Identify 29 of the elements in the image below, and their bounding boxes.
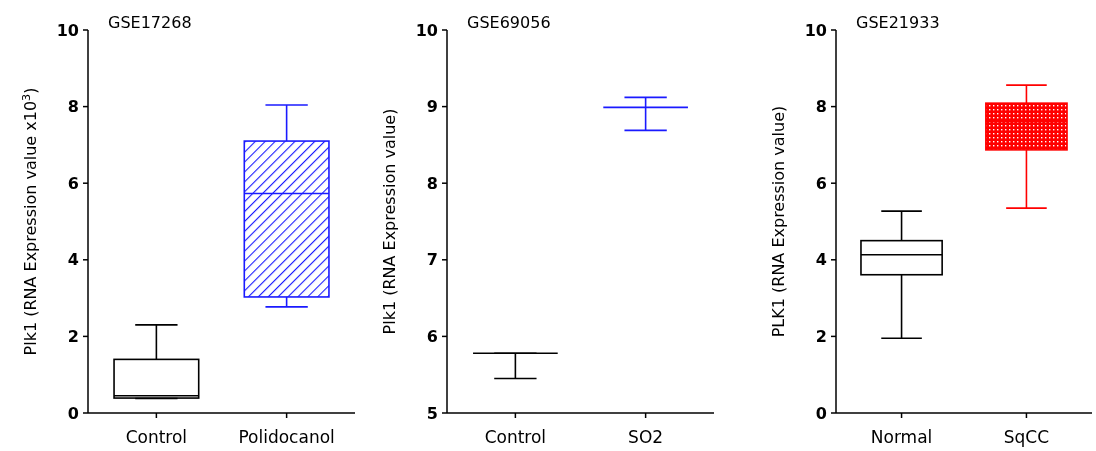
- y-tick-label: 5: [426, 403, 438, 423]
- y-tick-label: 6: [426, 327, 438, 346]
- y-tick-label: 10: [415, 20, 438, 40]
- y-tick-label: 8: [815, 97, 827, 117]
- y-tick-label: 6: [67, 173, 79, 193]
- y-axis-title: PLK1 (RNA Expression value): [769, 105, 788, 338]
- y-tick-label: 2: [815, 327, 827, 346]
- chart-title: GSE21933: [856, 13, 940, 32]
- y-tick-label: 8: [67, 97, 79, 117]
- y-tick-label: 0: [67, 403, 79, 423]
- chart-title: GSE17268: [108, 13, 192, 32]
- y-tick-label: 9: [426, 97, 438, 117]
- y-axis-title: Plk1 (RNA Expression value): [380, 108, 399, 335]
- y-tick-label: 7: [426, 250, 438, 270]
- x-tick-label: Control: [125, 427, 188, 447]
- y-tick-label: 6: [815, 173, 827, 193]
- y-tick-label: 4: [815, 250, 827, 270]
- y-tick-label: 10: [804, 20, 827, 40]
- x-tick-label: SO2: [628, 427, 664, 447]
- x-tick-label: Normal: [870, 427, 933, 447]
- x-tick-label: Control: [484, 427, 547, 447]
- x-tick-label: SqCC: [1003, 427, 1050, 447]
- y-tick-label: 0: [815, 403, 827, 423]
- y-tick-label: 10: [56, 20, 79, 40]
- y-tick-label: 2: [67, 327, 79, 346]
- y-tick-label: 4: [67, 250, 79, 270]
- chart-title: GSE69056: [467, 13, 551, 32]
- x-tick-label: Polidocanol: [238, 427, 335, 447]
- y-tick-label: 8: [426, 173, 438, 193]
